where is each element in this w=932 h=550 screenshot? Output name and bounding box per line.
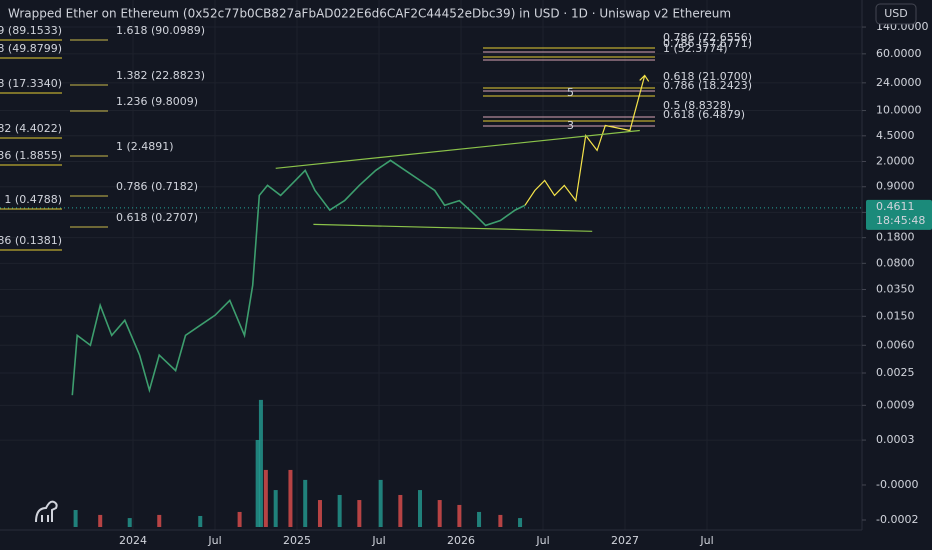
y-tick-label: 4.5000 — [876, 129, 915, 142]
volume-bar — [518, 518, 523, 527]
fib-label: 786 (0.1381) — [0, 234, 62, 247]
y-tick-label: 10.0000 — [876, 104, 922, 117]
volume-bar — [457, 504, 462, 527]
logo — [35, 500, 58, 523]
series-line — [524, 75, 646, 206]
fib-label: 1 (2.4891) — [116, 140, 174, 153]
series-line — [71, 159, 526, 396]
volume-bar — [378, 479, 383, 527]
volume-bar — [127, 518, 132, 527]
last-price-label: 0.4611 — [876, 200, 915, 213]
fib-label: 236 (1.8855) — [0, 149, 62, 162]
fib-label: 1 (52.3774) — [663, 42, 728, 55]
series-line — [313, 223, 593, 232]
volume-bar — [273, 490, 278, 527]
countdown-label: 18:45:48 — [876, 214, 925, 227]
time-axis — [0, 530, 932, 550]
fib-label: 0.618 (6.4879) — [663, 108, 745, 121]
y-tick-label: 0.0350 — [876, 282, 915, 295]
price-axis — [862, 0, 932, 550]
y-tick-label: 2.0000 — [876, 154, 915, 167]
fib-label: 1 (0.4788) — [4, 193, 62, 206]
y-tick-label: -0.0002 — [876, 513, 918, 526]
fib-label: 618 (17.3340) — [0, 77, 62, 90]
y-tick-label: 0.0003 — [876, 433, 915, 446]
volume-bar — [303, 479, 308, 527]
x-tick-label: 2025 — [283, 534, 311, 547]
volume-bar — [477, 511, 482, 527]
fib-label: 0.786 (18.2423) — [663, 79, 752, 92]
fib-label: 0.786 (0.7182) — [116, 180, 198, 193]
y-tick-label: -0.0000 — [876, 478, 918, 491]
x-tick-label: Jul — [699, 534, 713, 547]
x-tick-label: 2027 — [611, 534, 639, 547]
axes: 2024 Jul 2025 Jul 2026 Jul 2027 Jul140.000060.0… — [119, 20, 932, 547]
logo-icon — [35, 500, 58, 523]
chart-title: Wrapped Ether on Ethereum (0x52c77b0CB82… — [8, 7, 731, 21]
y-tick-label: 60.0000 — [876, 47, 922, 60]
volume-bar — [288, 469, 293, 527]
volume-bar — [255, 439, 260, 527]
y-tick-label: 0.0060 — [876, 338, 915, 351]
x-tick-label: Jul — [207, 534, 221, 547]
fib-label: 0.5 (8.8328) — [663, 99, 731, 112]
fib-label: 0.786 (72.6556) — [663, 31, 752, 44]
volume-bar — [258, 399, 263, 527]
y-tick-label: 0.0025 — [876, 366, 915, 379]
x-tick-label: 2024 — [119, 534, 147, 547]
volume-bar — [357, 500, 362, 527]
fib-label: 1.9 (89.1533) — [0, 24, 62, 37]
plot — [0, 75, 862, 527]
drawings: 1.618 (90.0989) 1.382 (22.8823) 1.236 (9.8… — [0, 24, 752, 251]
fib-label: 1.382 (22.8823) — [116, 69, 205, 82]
x-tick-label: Jul — [371, 534, 385, 547]
volume-bar — [237, 511, 242, 527]
volume-bar — [437, 500, 442, 527]
y-tick-label: 0.0009 — [876, 398, 915, 411]
fib-label: 5 — [567, 86, 574, 99]
volume-bar — [498, 514, 503, 527]
volume-bar — [198, 515, 203, 527]
grid — [0, 0, 862, 530]
fib-label: 1.236 (9.8009) — [116, 95, 198, 108]
x-tick-label: Jul — [535, 534, 549, 547]
fib-label: 3 — [567, 119, 574, 132]
y-tick-label: 0.9000 — [876, 180, 915, 193]
fib-label: 0.786 (57.6771) — [663, 37, 752, 50]
volume-bar — [157, 514, 162, 527]
fib-label: 382 (4.4022) — [0, 122, 62, 135]
volume-bar — [98, 514, 103, 527]
x-tick-label: 2026 — [447, 534, 475, 547]
fib-label: 0.618 (0.2707) — [116, 211, 198, 224]
currency-label[interactable]: USD — [884, 7, 908, 20]
volume-bar — [418, 490, 423, 527]
fib-label: 1.8 (49.8799) — [0, 42, 62, 55]
y-tick-label: 0.0150 — [876, 309, 915, 322]
y-tick-label: 0.1800 — [876, 231, 915, 244]
volume-bar — [337, 494, 342, 527]
y-tick-label: 0.0800 — [876, 256, 915, 269]
arrowhead — [639, 74, 650, 82]
series-line — [275, 129, 640, 169]
currency-button[interactable] — [875, 3, 917, 25]
volume-bar — [317, 500, 322, 527]
last-price-box — [866, 199, 932, 230]
fib-label: 1.618 (90.0989) — [116, 24, 205, 37]
volume-bar — [398, 494, 403, 527]
fib-label: 0.618 (21.0700) — [663, 70, 752, 83]
volume-bar — [263, 469, 268, 527]
y-tick-label: 24.0000 — [876, 76, 922, 89]
volume-bar — [73, 510, 78, 527]
